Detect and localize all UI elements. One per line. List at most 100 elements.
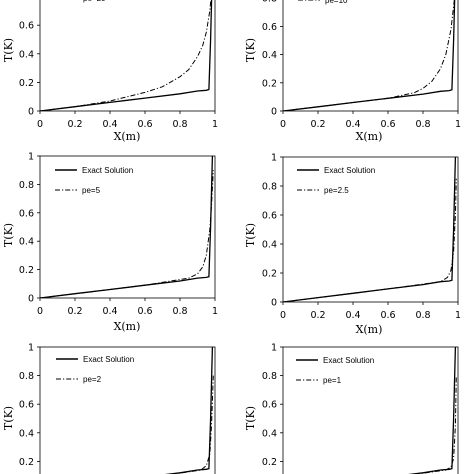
series-exact-solution (40, 0, 213, 111)
x-tick-label: 0 (37, 306, 43, 317)
x-tick-label: 1 (455, 119, 461, 130)
x-tick-label: 0.2 (310, 310, 325, 321)
y-tick-label: 0.6 (19, 400, 34, 411)
x-tick-label: 0.8 (415, 119, 430, 130)
subplot-4: 0 0.2 0.4 0.6 0.8 1 0 0.2 0.4 0.6 0.8 1 X(m) T(K) Exac… (244, 153, 461, 337)
y-tick-label: 0.2 (19, 265, 34, 276)
plot-frame (39, 0, 216, 112)
series-exact-solution (40, 156, 214, 298)
y-tick-label: 0 (271, 107, 277, 118)
y-axis-label: T(K) (2, 223, 15, 247)
plot-frame (282, 0, 459, 112)
y-tick-label: 0.6 (19, 21, 34, 32)
subplot-1: 00.20.40.60.8100.20.40.60.81X(m)T(K)Exac… (2, 0, 218, 143)
series-exact-solution (283, 0, 456, 111)
x-tick-label: 0.6 (380, 310, 395, 321)
series-numerical (40, 170, 214, 298)
y-tick-label: 0.2 (19, 457, 34, 468)
y-tick-label: 0.4 (262, 428, 277, 439)
series-exact-solution (283, 157, 457, 302)
x-tick-label: 1 (212, 306, 218, 317)
x-tick-label: 0.2 (310, 119, 325, 130)
y-tick-label: 0.2 (262, 78, 277, 89)
x-axis-label: X(m) (356, 130, 383, 143)
y-tick-label: 1 (271, 343, 277, 354)
y-tick-label: 0.4 (262, 50, 277, 61)
subplot-3: 0 0.2 0.4 0.6 0.8 1 0 0.2 0.4 0.6 0.8 1 X(m) T(K) Exac… (2, 152, 218, 334)
series-exact-solution (164, 347, 214, 474)
x-tick-label: 0.6 (137, 119, 152, 130)
y-axis-label: T(K) (244, 38, 257, 62)
x-tick-label: 0.2 (67, 119, 82, 130)
series-numerical (40, 0, 212, 111)
legend: Exact Solution pe=2.5 (297, 166, 375, 195)
y-axis-label: T(K) (2, 406, 15, 430)
x-tick-label: 0.6 (137, 306, 152, 317)
x-tick-label: 0.2 (67, 306, 82, 317)
series-numerical (283, 178, 457, 302)
series-numerical (413, 375, 457, 474)
x-axis-label: X(m) (114, 320, 141, 333)
x-tick-label: 0.4 (345, 310, 360, 321)
x-tick-label: 0.4 (102, 306, 117, 317)
x-tick-label: 0.8 (415, 310, 430, 321)
legend: Exact Solution pe=5 (55, 166, 133, 195)
legend-label: Exact Solution (323, 356, 374, 365)
x-tick-label: 0 (280, 119, 286, 130)
y-tick-label: 1 (28, 152, 34, 163)
series-numerical (170, 375, 214, 474)
plot-frame (282, 156, 459, 303)
plot-frame (282, 346, 459, 474)
y-tick-label: 0.2 (262, 269, 277, 280)
plot-frame (39, 346, 216, 474)
plot-frame (39, 155, 216, 299)
y-tick-label: 0 (271, 298, 277, 309)
legend-label: pe=2.5 (324, 186, 349, 195)
y-tick-label: 0.2 (19, 78, 34, 89)
subplot-2: 00.20.40.60.8100.20.40.60.81X(m)T(K)Exac… (244, 0, 461, 143)
x-tick-label: 0.4 (102, 119, 117, 130)
y-tick-label: 0.4 (19, 49, 34, 60)
y-axis-label: T(K) (244, 223, 257, 247)
y-tick-label: 0.8 (262, 182, 277, 193)
y-tick-label: 0.8 (262, 371, 277, 382)
y-tick-label: 0.4 (262, 240, 277, 251)
x-tick-label: 0.8 (172, 119, 187, 130)
legend-label: Exact Solution (324, 166, 375, 175)
y-tick-label: 0 (28, 294, 34, 305)
y-tick-label: 1 (271, 153, 277, 164)
y-tick-label: 1 (28, 343, 34, 354)
legend-label: pe=20 (83, 0, 106, 3)
y-tick-label: 0.6 (262, 22, 277, 33)
y-tick-label: 0.8 (19, 371, 34, 382)
y-tick-label: 0.2 (262, 457, 277, 468)
y-axis-label: T(K) (2, 38, 15, 62)
y-tick-label: 0.8 (262, 0, 277, 5)
series-numerical (283, 0, 455, 111)
y-tick-label: 0.4 (19, 237, 34, 248)
y-tick-label: 0 (28, 107, 34, 118)
x-tick-label: 0.6 (380, 119, 395, 130)
series-exact-solution (407, 347, 457, 474)
legend-label: pe=2 (83, 375, 102, 384)
x-axis-label: X(m) (356, 323, 383, 336)
x-tick-label: 1 (455, 310, 461, 321)
x-axis-label: X(m) (114, 130, 141, 143)
x-tick-label: 0 (280, 310, 286, 321)
y-tick-label: 0.4 (19, 428, 34, 439)
y-tick-label: 0.6 (262, 400, 277, 411)
x-tick-label: 0 (37, 119, 43, 130)
legend: Exact Solution pe=1 (296, 356, 374, 385)
x-tick-label: 1 (212, 119, 218, 130)
legend-label: pe=1 (323, 376, 342, 385)
legend: Exact Solution pe=2 (56, 355, 134, 384)
y-tick-label: 0.8 (19, 180, 34, 191)
y-axis-label: T(K) (244, 406, 257, 430)
x-tick-label: 0.8 (172, 306, 187, 317)
legend-label: Exact Solution (82, 166, 133, 175)
